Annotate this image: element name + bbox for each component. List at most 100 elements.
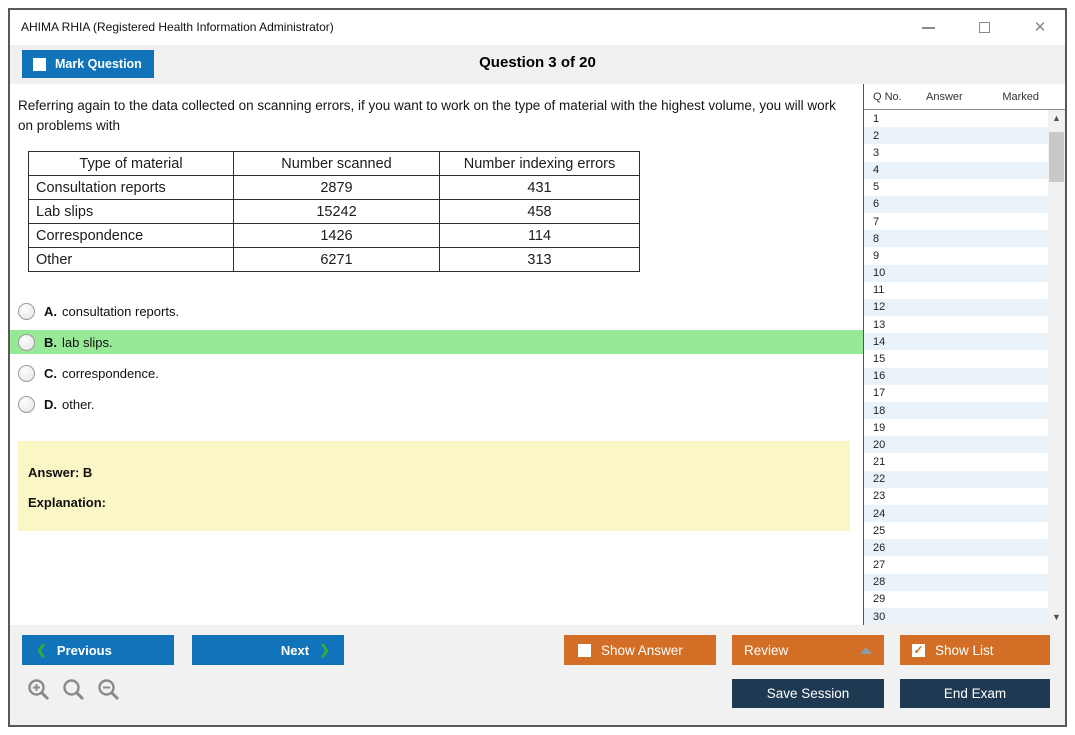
end-exam-label: End Exam [943,686,1007,701]
question-list-row[interactable]: 10 [864,264,1048,282]
table-cell: Other [28,247,234,273]
zoom-out-icon[interactable] [96,677,122,703]
question-list-row[interactable]: 20 [864,436,1048,454]
question-list-row[interactable]: 27 [864,556,1048,573]
radio-icon[interactable] [18,395,35,413]
question-number: 25 [873,524,886,537]
question-list-row[interactable]: 4 [864,161,1048,179]
triangle-up-icon [860,646,872,654]
question-number: 30 [873,610,886,623]
question-list-row[interactable]: 12 [864,298,1048,317]
question-list-row[interactable]: 1 [864,110,1048,127]
save-session-button[interactable]: Save Session [732,679,884,708]
question-list-row[interactable]: 7 [864,213,1048,230]
window-controls: ✕ [917,10,1051,45]
scrollbar-thumb[interactable] [1049,132,1064,182]
answer-label: Answer: B [28,465,93,481]
maximize-button[interactable] [973,17,995,39]
show-answer-checkbox[interactable]: ✓ [578,643,591,657]
question-number: 5 [873,181,880,194]
chevron-right-icon: ❯ [319,642,330,657]
question-list-row[interactable]: 13 [864,316,1048,333]
question-list-row[interactable]: 29 [864,591,1048,608]
zoom-controls [26,677,122,703]
review-button[interactable]: Review [732,635,884,665]
mark-question-label: Mark Question [55,57,142,71]
list-column-header: Marked [1002,90,1039,103]
options-list: A. consultation reports. B. lab slips. C. cor… [10,299,863,416]
question-list-row[interactable]: 5 [864,179,1048,196]
question-number: 7 [873,215,880,228]
question-list-row[interactable]: 9 [864,247,1048,264]
show-answer-button[interactable]: ✓ Show Answer [564,635,716,665]
answer-option-b[interactable]: B. lab slips. [10,330,863,355]
question-number: 19 [873,421,886,434]
question-table: Type of material Number scanned Number ind… [28,151,640,273]
question-list-row[interactable]: 24 [864,504,1048,523]
scroll-up-icon[interactable]: ▲︎ [1052,113,1061,123]
radio-icon[interactable] [18,302,35,320]
question-number: 10 [873,267,886,280]
question-list-row[interactable]: 16 [864,367,1048,385]
question-list-header: Q No. Answer Marked [864,84,1065,110]
question-list-row[interactable]: 21 [864,453,1048,470]
scroll-down-icon[interactable]: ▼︎ [1052,612,1061,622]
zoom-in-icon[interactable] [26,677,52,703]
question-list-row[interactable]: 15 [864,350,1048,367]
answer-option-c[interactable]: C. correspondence. [10,361,863,385]
question-list-row[interactable]: 19 [864,419,1048,436]
question-list-row[interactable]: 6 [864,195,1048,214]
option-letter: D. [44,396,57,412]
show-list-checkbox[interactable]: ✓ [912,643,925,657]
check-icon: ✓ [913,643,924,657]
question-text: Referring again to the data collected on… [18,98,836,133]
show-list-button[interactable]: ✓ Show List [900,635,1050,665]
next-button[interactable]: Next ❯ [192,635,344,665]
question-list-row[interactable]: 17 [864,385,1048,402]
window-title: AHIMA RHIA (Registered Health Informatio… [21,20,334,34]
question-list-row[interactable]: 30 [864,607,1048,625]
previous-button[interactable]: ❮ Previous [22,635,174,665]
minimize-button[interactable] [917,17,939,39]
option-text: consultation reports. [62,303,180,319]
question-number: 17 [873,387,886,400]
question-list-row[interactable]: 23 [864,488,1048,505]
list-column-header: Q No. [873,90,902,103]
answer-option-d[interactable]: D. other. [10,392,863,416]
question-list-row[interactable]: 26 [864,539,1048,557]
answer-option-a[interactable]: A. consultation reports. [10,299,863,323]
question-number: 2 [873,129,880,142]
question-number: 12 [873,301,886,314]
close-button[interactable]: ✕ [1029,17,1051,39]
radio-icon[interactable] [18,333,35,351]
question-table-header-row: Type of material Number scanned Number ind… [28,151,640,177]
end-exam-button[interactable]: End Exam [900,679,1050,708]
table-row: Consultation reports 2879 431 [28,175,640,201]
mark-question-checkbox[interactable]: ✓ [33,57,46,71]
zoom-reset-icon[interactable] [61,677,87,703]
question-list-row[interactable]: 8 [864,230,1048,248]
scrollbar[interactable]: ▲︎ ▼︎ [1048,110,1065,625]
option-text: other. [62,396,95,412]
radio-icon[interactable] [18,364,35,382]
app-window: AHIMA RHIA (Registered Health Informatio… [8,8,1067,727]
question-list-row[interactable]: 25 [864,522,1048,539]
mark-question-button[interactable]: ✓ Mark Question [22,50,154,78]
title-bar: AHIMA RHIA (Registered Health Informatio… [10,10,1065,45]
list-column-header: Answer [926,90,963,103]
question-list-row[interactable]: 3 [864,144,1048,161]
question-list-row[interactable]: 2 [864,127,1048,145]
show-list-label: Show List [935,642,994,658]
table-cell: 458 [439,199,640,225]
question-number: 16 [873,370,886,383]
question-list-row[interactable]: 18 [864,401,1048,420]
option-letter: B. [44,334,57,350]
question-panel: Referring again to the data collected on… [10,84,863,625]
question-list-row[interactable]: 22 [864,470,1048,488]
question-list-row[interactable]: 11 [864,282,1048,299]
question-number: 4 [873,164,880,177]
question-list-row[interactable]: 14 [864,333,1048,351]
save-session-label: Save Session [766,686,850,701]
question-list-row[interactable]: 28 [864,573,1048,591]
table-header-cell: Number indexing errors [439,151,640,177]
